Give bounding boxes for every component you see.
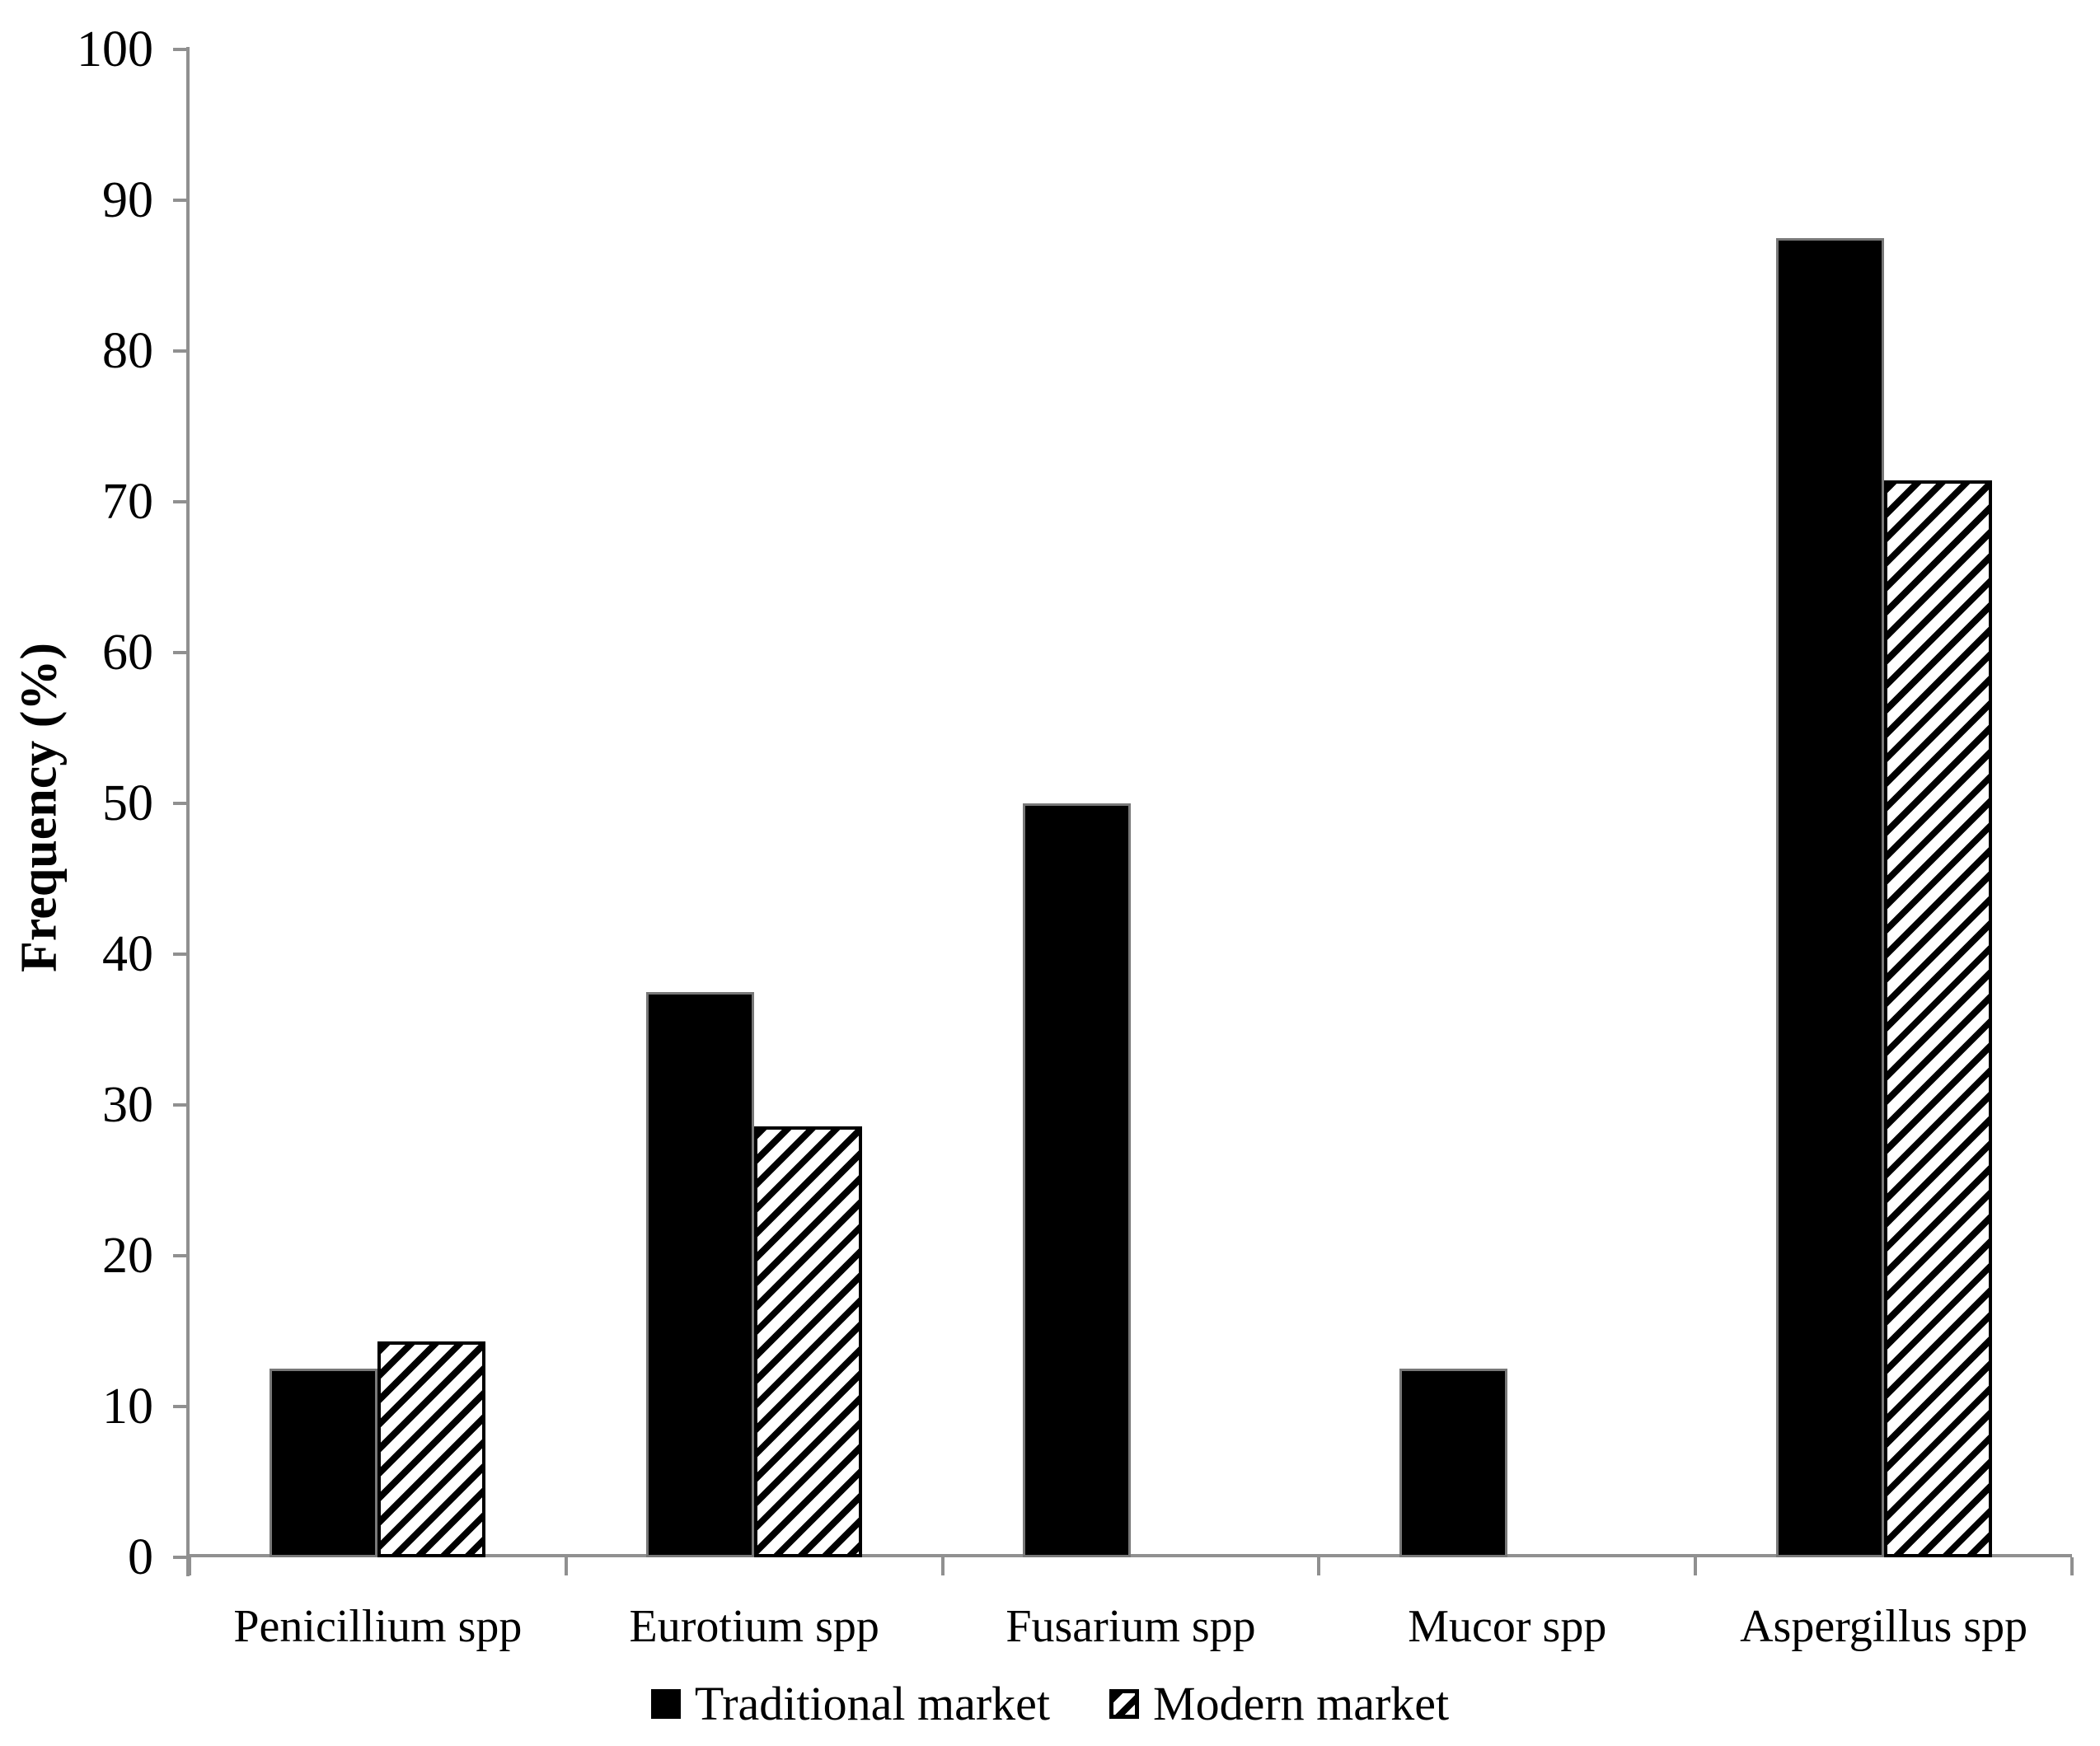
y-axis-line <box>186 47 190 1576</box>
y-tick <box>173 953 190 956</box>
x-boundary-tick <box>940 1557 945 1575</box>
y-tick-label: 70 <box>102 474 153 530</box>
y-tick <box>173 48 190 51</box>
bar-modern-market-aspergillus-spp <box>1883 480 1992 1557</box>
x-label-aspergillus-spp: Aspergillus spp <box>1740 1601 2028 1652</box>
y-tick-label: 10 <box>102 1379 153 1435</box>
legend-swatch-modern-market <box>1109 1689 1139 1719</box>
y-tick <box>173 1405 190 1408</box>
legend: Traditional market Modern market <box>0 1674 2100 1734</box>
y-tick-label: 0 <box>128 1529 153 1585</box>
x-boundary-tick <box>564 1557 568 1575</box>
y-tick-label: 80 <box>102 323 153 379</box>
x-boundary-tick <box>1317 1557 1321 1575</box>
y-tick-label: 40 <box>102 926 153 982</box>
bar-traditional-market-mucor-spp <box>1399 1369 1507 1558</box>
x-label-penicillium-spp: Penicillium spp <box>233 1601 523 1652</box>
y-tick <box>173 349 190 353</box>
y-tick-label: 30 <box>102 1077 153 1133</box>
y-tick-label: 100 <box>77 21 153 77</box>
legend-item-modern-market: Modern market <box>1109 1674 1449 1734</box>
y-tick <box>173 1103 190 1107</box>
bar-modern-market-penicillium-spp <box>377 1341 486 1557</box>
y-tick-label: 60 <box>102 625 153 681</box>
legend-swatch-traditional-market <box>650 1689 681 1719</box>
y-tick-label: 90 <box>102 172 153 228</box>
x-boundary-tick <box>1694 1557 1698 1575</box>
y-tick <box>173 500 190 503</box>
y-tick <box>173 802 190 805</box>
bar-traditional-market-aspergillus-spp <box>1775 237 1884 1558</box>
bar-traditional-market-penicillium-spp <box>270 1369 378 1558</box>
x-label-fusarium-spp: Fusarium spp <box>1005 1601 1256 1652</box>
y-tick <box>173 199 190 202</box>
legend-label-traditional-market: Traditional market <box>694 1677 1050 1730</box>
bar-traditional-market-fusarium-spp <box>1023 803 1131 1557</box>
x-boundary-tick <box>2070 1557 2074 1575</box>
legend-label-modern-market: Modern market <box>1153 1677 1450 1730</box>
y-tick-label: 20 <box>102 1228 153 1284</box>
y-tick <box>173 1254 190 1257</box>
x-label-mucor-spp: Mucor spp <box>1408 1601 1607 1652</box>
bar-modern-market-eurotium-spp <box>754 1126 863 1557</box>
x-boundary-tick <box>188 1557 191 1575</box>
x-label-eurotium-spp: Eurotium spp <box>629 1601 879 1652</box>
y-tick <box>173 651 190 654</box>
y-tick-label: 50 <box>102 775 153 831</box>
y-tick <box>173 1556 190 1559</box>
legend-item-traditional-market: Traditional market <box>650 1674 1050 1734</box>
bar-traditional-market-eurotium-spp <box>646 991 755 1558</box>
